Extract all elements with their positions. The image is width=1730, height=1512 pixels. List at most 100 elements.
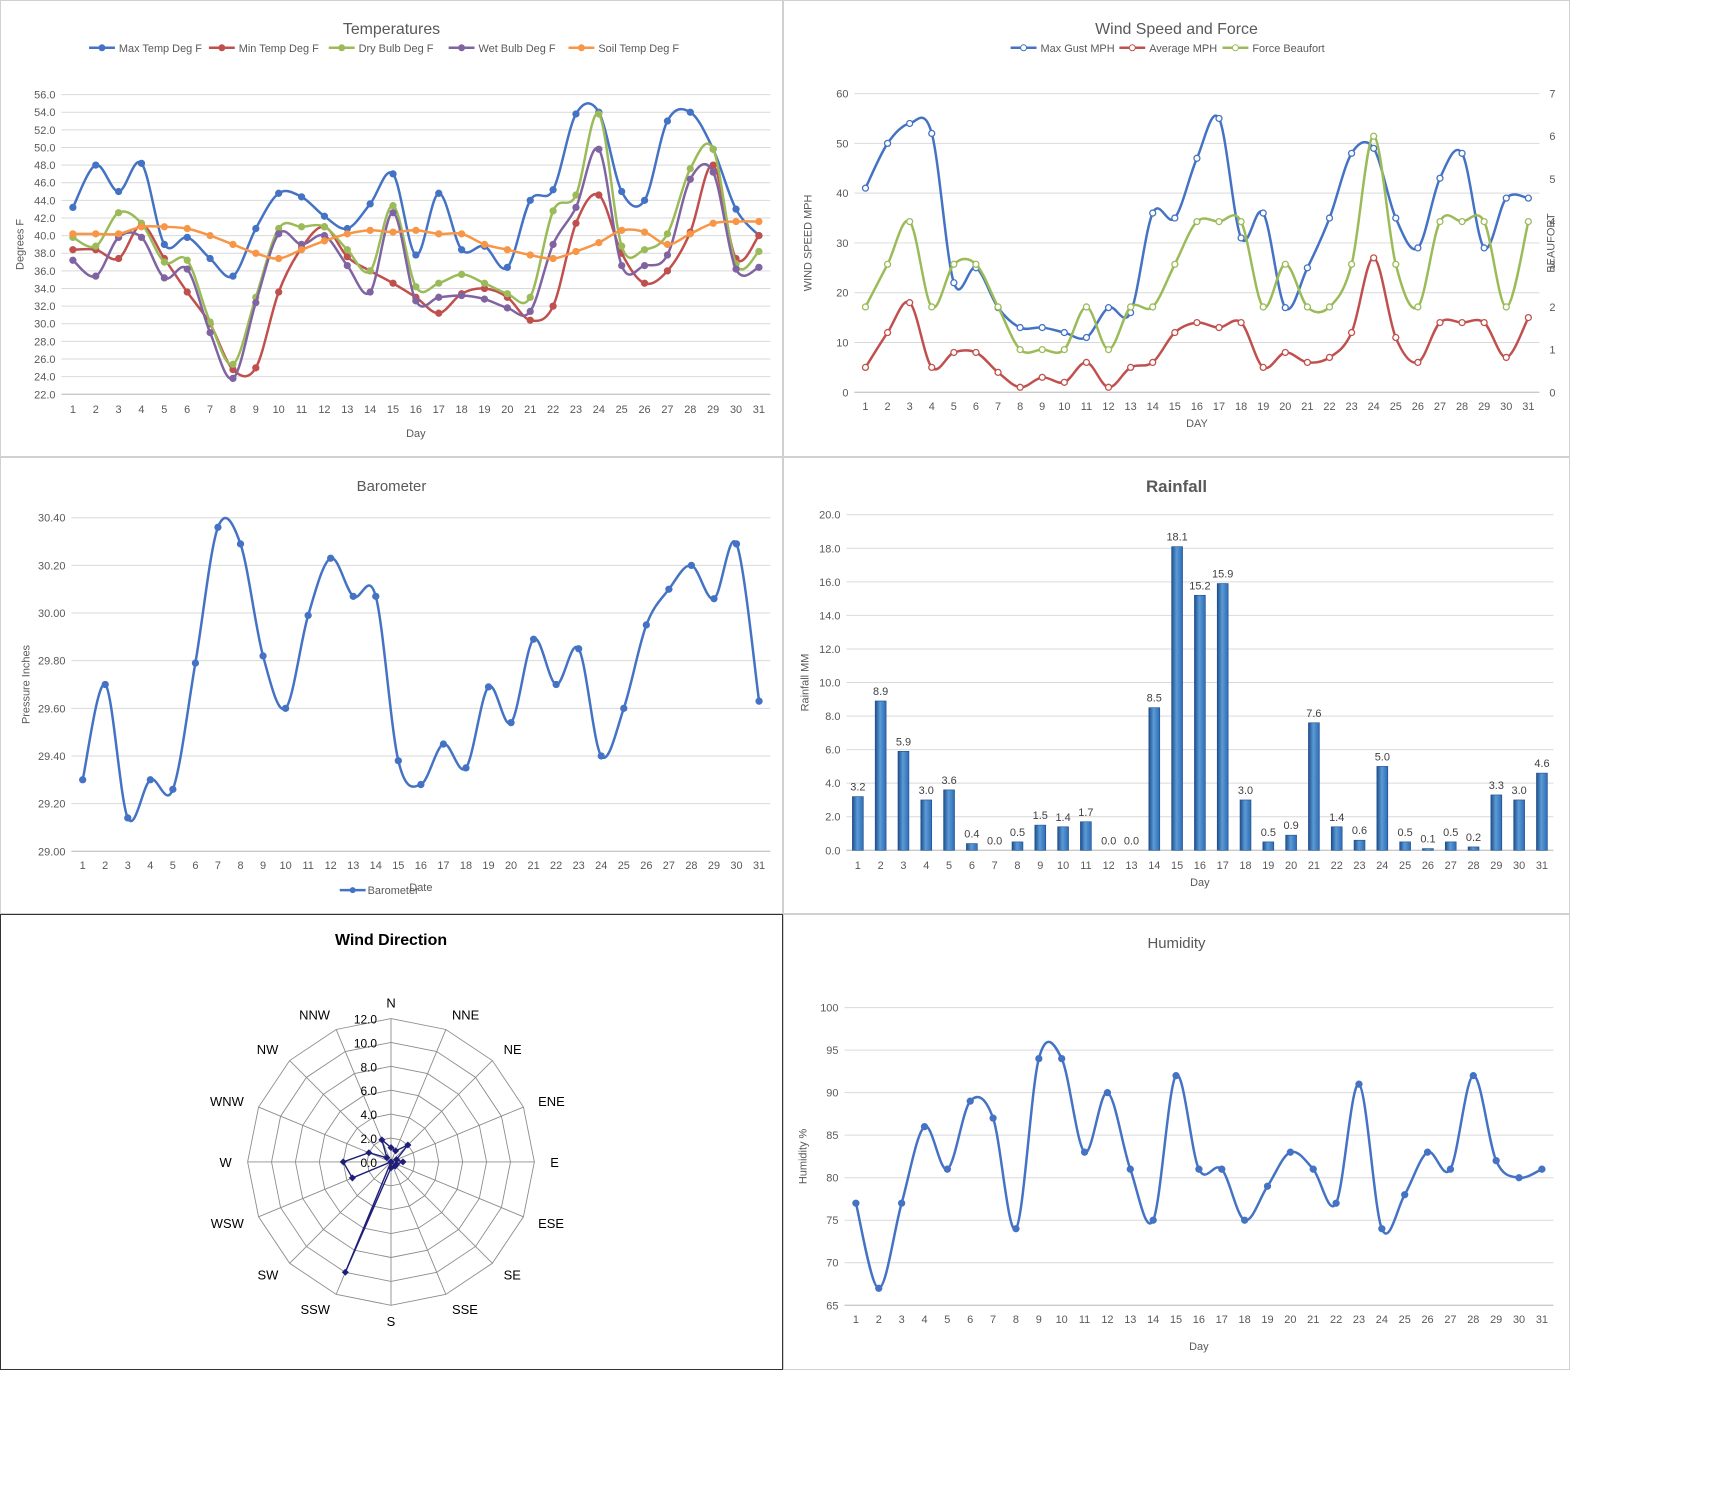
data-point (387, 1144, 395, 1152)
y-tick-label: 90 (826, 1088, 838, 1100)
bar (852, 796, 864, 851)
x-tick-label: 21 (1307, 1314, 1319, 1326)
y-tick-label: 12.0 (819, 644, 840, 656)
y-tick-label: 95 (826, 1045, 838, 1057)
data-point (1480, 217, 1488, 226)
x-tick-label: 24 (595, 860, 607, 872)
x-tick-label: 14 (1148, 860, 1160, 872)
data-point (1016, 383, 1024, 391)
data-point (462, 764, 470, 772)
data-point (146, 776, 154, 784)
data-point (229, 360, 237, 368)
y-tick-label: 28.0 (34, 336, 55, 348)
data-point (275, 288, 283, 296)
y2-tick-label: 0 (1549, 387, 1555, 399)
data-point (1259, 209, 1267, 217)
bar (874, 700, 887, 851)
data-point (183, 256, 191, 264)
data-point (1195, 1165, 1203, 1173)
data-point (1347, 328, 1356, 337)
data-point (549, 302, 557, 310)
data-point (378, 1136, 386, 1144)
y-tick-label: 46.0 (34, 178, 55, 190)
data-point (732, 205, 740, 213)
data-point (1370, 254, 1378, 262)
x-tick-label: 28 (1456, 401, 1468, 413)
data-point (943, 1165, 951, 1173)
legend-marker (1128, 44, 1136, 52)
data-point (341, 1268, 349, 1276)
data-point (114, 209, 123, 217)
data-point (1016, 323, 1024, 332)
x-tick-label: 22 (547, 404, 559, 416)
y2-tick-label: 4 (1549, 217, 1555, 229)
x-tick-label: 5 (170, 860, 176, 872)
data-point (1016, 345, 1024, 354)
data-point (642, 621, 650, 629)
data-point (1104, 383, 1113, 391)
data-label: 5.0 (1375, 751, 1390, 763)
x-tick-label: 10 (1058, 401, 1070, 413)
x-tick-label: 7 (990, 1314, 996, 1326)
data-point (259, 652, 267, 660)
y-tick-label: 20 (836, 288, 848, 300)
wind-direction-chart: Wind Direction N NNE NE ENE E ESE SE SSE S SSW SW WS… (210, 932, 565, 1329)
data-point (101, 680, 109, 689)
data-point (663, 117, 672, 125)
y-tick-label: 70 (826, 1258, 838, 1270)
y-tick-label: 50 (836, 138, 848, 150)
x-tick-label: 2 (876, 1314, 882, 1326)
x-tick-label: 31 (1536, 860, 1548, 872)
data-point (595, 191, 603, 199)
direction-label: WSW (211, 1216, 245, 1231)
data-label: 0.0 (1124, 835, 1139, 847)
legend-marker (1020, 44, 1028, 52)
x-tick-label: 11 (296, 404, 307, 416)
data-label: 0.5 (1261, 827, 1276, 839)
data-point (69, 230, 77, 238)
data-point (1281, 304, 1289, 312)
data-point (206, 328, 214, 337)
x-tick-label: 16 (1194, 860, 1206, 872)
x-tick-label: 16 (415, 860, 427, 872)
data-point (686, 108, 694, 116)
x-tick-label: 23 (570, 404, 582, 416)
data-point (1171, 328, 1179, 337)
data-point (343, 246, 351, 254)
data-point (1492, 1157, 1500, 1165)
y2-tick-label: 3 (1549, 259, 1555, 271)
temperatures-chart: Temperatures 22.0 24.0 26.0 28.0 30.0 32.0 34.0… (15, 21, 771, 440)
data-point (1392, 214, 1400, 222)
data-point (920, 1123, 929, 1131)
y-tick-label: 38.0 (34, 248, 55, 260)
x-tick-label: 20 (1279, 401, 1291, 413)
data-point (755, 263, 763, 271)
x-tick-label: 12 (1101, 1314, 1113, 1326)
data-point (1149, 209, 1157, 217)
bar (1194, 594, 1206, 851)
data-point (1218, 1165, 1226, 1173)
data-point (435, 279, 443, 287)
data-point (950, 348, 958, 357)
data-point (372, 592, 380, 600)
data-point (1480, 318, 1488, 327)
data-label: 4.6 (1534, 758, 1549, 770)
x-tick-label: 29 (707, 404, 719, 416)
data-point (640, 228, 649, 236)
x-tick-label: 29 (708, 860, 720, 872)
data-point (1332, 1199, 1340, 1207)
y-tick-label: 30.00 (38, 608, 65, 620)
bar (1513, 799, 1525, 851)
data-point (687, 561, 696, 570)
data-point (618, 187, 626, 196)
x-axis-label: DAY (1186, 418, 1208, 430)
x-tick-label: 21 (1301, 401, 1313, 413)
x-tick-label: 20 (501, 404, 513, 416)
x-tick-label: 18 (456, 404, 468, 416)
data-point (595, 239, 603, 247)
data-point (297, 223, 306, 231)
data-point (1469, 1072, 1477, 1080)
x-tick-label: 11 (1079, 1314, 1090, 1326)
bar (1536, 772, 1548, 851)
